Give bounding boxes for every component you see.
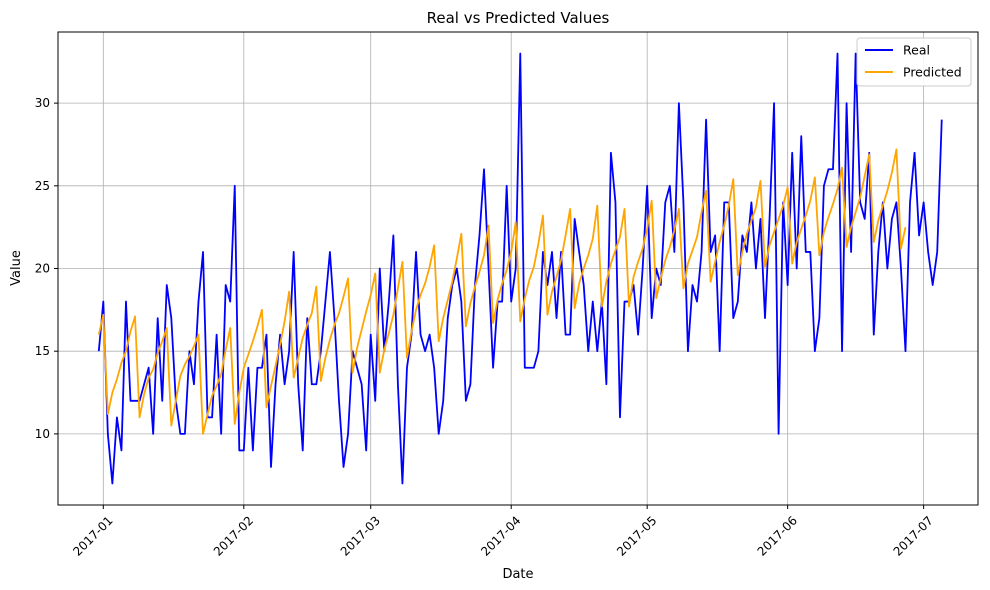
y-tick-label: 20 — [35, 262, 50, 276]
y-tick-label: 15 — [35, 344, 50, 358]
legend-label-real: Real — [903, 43, 930, 58]
series-layer — [97, 52, 943, 485]
chart-title: Real vs Predicted Values — [427, 9, 610, 27]
y-ticks: 10 15 20 25 30 — [35, 96, 58, 441]
series-line-real — [97, 52, 943, 485]
legend-label-predicted: Predicted — [903, 65, 962, 80]
series-line-predicted — [97, 148, 907, 435]
y-tick-label: 30 — [35, 96, 50, 110]
legend: Real Predicted — [856, 37, 972, 87]
y-axis-label: Value — [9, 250, 24, 286]
x-axis-label: Date — [502, 567, 533, 582]
y-tick-label: 10 — [35, 427, 50, 441]
y-tick-label: 25 — [35, 179, 50, 193]
